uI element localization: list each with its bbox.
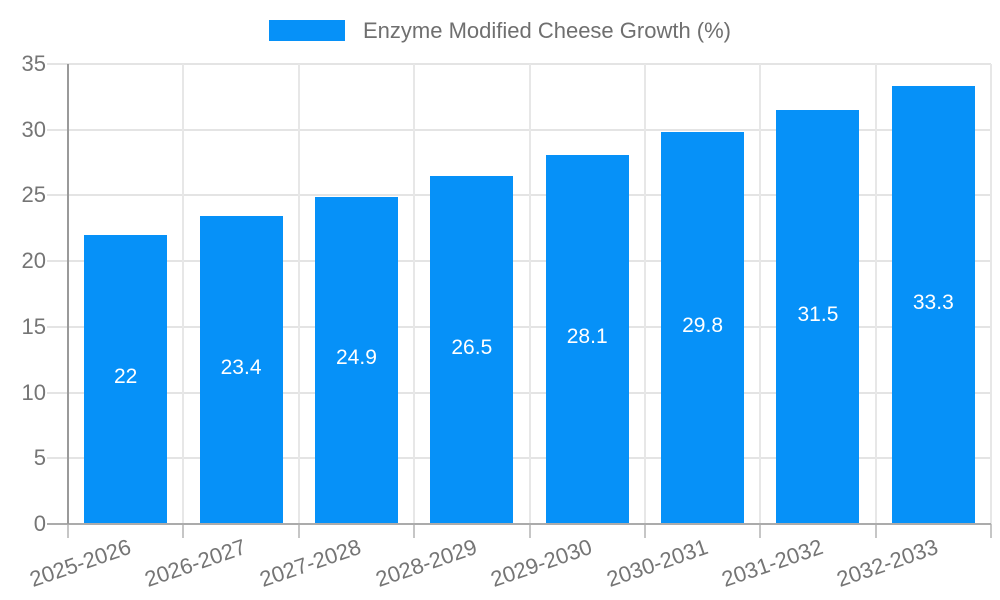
v-gridline — [990, 64, 992, 524]
h-gridline — [47, 194, 991, 197]
bar[interactable] — [776, 110, 860, 524]
x-axis-tick — [297, 524, 300, 538]
y-axis-line — [67, 64, 69, 524]
v-gridline — [413, 64, 416, 524]
bar[interactable] — [430, 175, 514, 524]
h-gridline — [47, 391, 991, 394]
v-gridline — [643, 64, 646, 524]
bar-value-label: 24.9 — [336, 346, 377, 370]
y-tick-label: 20 — [21, 248, 46, 274]
x-axis-tick — [759, 524, 762, 538]
v-gridline — [528, 64, 531, 524]
plot-area: 22 23.4 24.9 26.5 28.1 29.8 31.5 33.3 — [47, 63, 992, 538]
legend-label[interactable]: Enzyme Modified Cheese Growth (%) — [362, 18, 732, 43]
bar-value-label: 33.3 — [912, 291, 954, 315]
x-axis-line — [47, 523, 991, 525]
v-gridline — [297, 64, 300, 524]
x-axis-tick — [67, 524, 69, 538]
y-tick-label: 25 — [21, 182, 46, 208]
y-tick-label: 30 — [21, 116, 46, 142]
bar-value-label: 22 — [114, 365, 138, 389]
h-gridline — [47, 63, 991, 65]
x-axis-tick — [413, 524, 416, 538]
bar-value-label: 23.4 — [220, 356, 262, 380]
h-gridline — [47, 457, 991, 460]
v-gridline — [874, 64, 877, 524]
bar[interactable] — [661, 132, 745, 524]
y-tick-label: 10 — [21, 379, 46, 405]
y-tick-label: 35 — [21, 51, 46, 76]
y-tick-label: 15 — [21, 313, 46, 339]
bar-value-label: 26.5 — [451, 335, 493, 359]
bar-value-label: 29.8 — [682, 314, 723, 338]
bar-value-label: 28.1 — [566, 325, 608, 349]
y-tick-label: 0 — [33, 511, 46, 536]
h-gridline — [47, 128, 991, 131]
x-axis-tick — [643, 524, 646, 538]
bar[interactable] — [199, 216, 283, 524]
x-axis-tick — [990, 524, 992, 538]
bar[interactable] — [314, 196, 398, 524]
bar[interactable] — [84, 234, 168, 524]
h-gridline — [47, 325, 991, 328]
legend-swatch[interactable] — [268, 20, 345, 41]
bar-value-label: 31.5 — [797, 303, 839, 326]
x-axis-tick — [182, 524, 185, 538]
bar[interactable] — [545, 154, 629, 524]
h-gridline — [47, 260, 991, 263]
legend: Enzyme Modified Cheese Growth (%) — [0, 18, 1000, 43]
x-axis-tick — [874, 524, 877, 538]
bar[interactable] — [891, 86, 975, 524]
y-tick-label: 5 — [33, 445, 46, 471]
v-gridline — [759, 64, 762, 524]
v-gridline — [182, 64, 185, 524]
x-axis-tick — [528, 524, 531, 538]
